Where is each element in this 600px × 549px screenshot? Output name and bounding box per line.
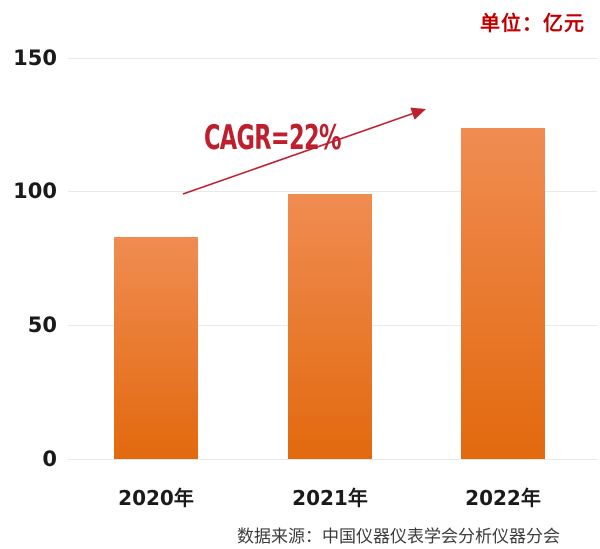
gridline	[68, 57, 597, 59]
gridline	[68, 458, 597, 460]
bar-2022年	[461, 127, 545, 459]
cagr-annotation: CAGR=22%	[204, 118, 341, 158]
y-tick-label: 50	[27, 312, 57, 337]
x-axis-label: 2021年	[292, 486, 368, 510]
y-tick-label: 150	[13, 45, 57, 70]
bar-2020年	[114, 237, 198, 459]
unit-label: 单位：亿元	[480, 11, 585, 35]
source-caption: 数据来源：中国仪器仪表学会分析仪器分会	[237, 527, 560, 547]
x-axis-label: 2022年	[465, 486, 541, 510]
y-tick-label: 0	[42, 446, 57, 471]
bar-2021年	[288, 194, 372, 459]
y-tick-label: 100	[13, 179, 57, 204]
x-axis-label: 2020年	[118, 486, 194, 510]
